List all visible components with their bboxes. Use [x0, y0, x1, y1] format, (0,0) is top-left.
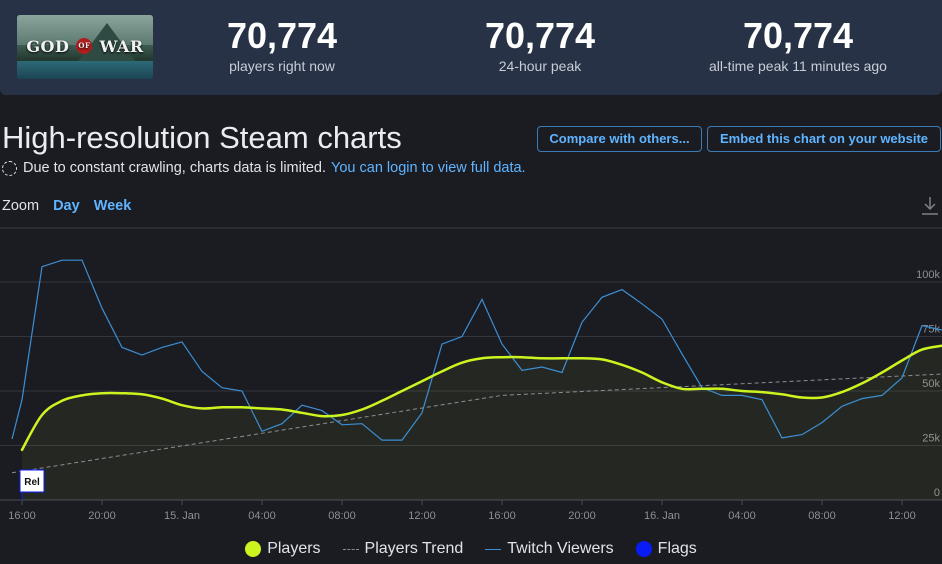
login-link[interactable]: You can login to view full data.: [331, 160, 526, 176]
legend-twitch-marker: [485, 549, 501, 550]
chart-legend: Players Players Trend Twitch Viewers Fla…: [0, 540, 942, 558]
stat-24h-peak: 70,774 24-hour peak: [420, 14, 660, 74]
players-area: [22, 346, 942, 500]
x-tick-label: 04:00: [728, 510, 756, 522]
zoom-week-button[interactable]: Week: [94, 198, 132, 214]
stat-current: 70,774 players right now: [162, 14, 402, 74]
legend-players[interactable]: Players: [245, 540, 320, 558]
compare-button[interactable]: Compare with others...: [537, 126, 702, 152]
x-tick-label: 15. Jan: [164, 510, 200, 522]
notice-text: Due to constant crawling, charts data is…: [23, 160, 326, 176]
x-tick-label: 16:00: [8, 510, 36, 522]
x-tick-label: 16. Jan: [644, 510, 680, 522]
x-tick-label: 20:00: [568, 510, 596, 522]
page-title: High-resolution Steam charts: [2, 120, 402, 156]
data-limit-notice: Due to constant crawling, charts data is…: [2, 160, 526, 176]
stat-all-time-peak: 70,774 all-time peak 11 minutes ago: [678, 14, 918, 74]
embed-chart-button[interactable]: Embed this chart on your website: [707, 126, 941, 152]
stats-bar: GOD OF WAR 70,774 players right now 70,7…: [0, 0, 942, 95]
x-tick-label: 08:00: [328, 510, 356, 522]
all-time-peak-label: all-time peak 11 minutes ago: [678, 58, 918, 74]
zoom-day-button[interactable]: Day: [53, 198, 80, 214]
all-time-peak-value: 70,774: [678, 14, 918, 58]
flag-label: Rel: [24, 477, 40, 488]
x-tick-label: 08:00: [808, 510, 836, 522]
current-players-value: 70,774: [162, 14, 402, 58]
download-icon[interactable]: [920, 195, 940, 222]
legend-trend-marker: [343, 549, 359, 550]
legend-trend[interactable]: Players Trend: [343, 540, 464, 558]
y-tick-label: 100k: [916, 269, 940, 281]
game-logo-text: GOD OF WAR: [17, 37, 153, 56]
x-tick-label: 12:00: [408, 510, 436, 522]
legend-trend-label: Players Trend: [365, 540, 464, 558]
legend-players-marker: [245, 541, 261, 557]
x-tick-label: 16:00: [488, 510, 516, 522]
zoom-controls: Zoom Day Week: [2, 198, 145, 214]
game-logo[interactable]: GOD OF WAR: [17, 15, 153, 79]
legend-flags[interactable]: Flags: [636, 540, 697, 558]
zoom-label: Zoom: [2, 198, 39, 214]
dashed-circle-icon: [2, 161, 17, 176]
x-tick-label: 12:00: [888, 510, 916, 522]
x-tick-label: 20:00: [88, 510, 116, 522]
x-tick-label: 04:00: [248, 510, 276, 522]
legend-twitch[interactable]: Twitch Viewers: [485, 540, 613, 558]
peak-24h-value: 70,774: [420, 14, 660, 58]
legend-flags-marker: [636, 541, 652, 557]
peak-24h-label: 24-hour peak: [420, 58, 660, 74]
legend-twitch-label: Twitch Viewers: [507, 540, 613, 558]
current-players-label: players right now: [162, 58, 402, 74]
legend-players-label: Players: [267, 540, 320, 558]
legend-flags-label: Flags: [658, 540, 697, 558]
